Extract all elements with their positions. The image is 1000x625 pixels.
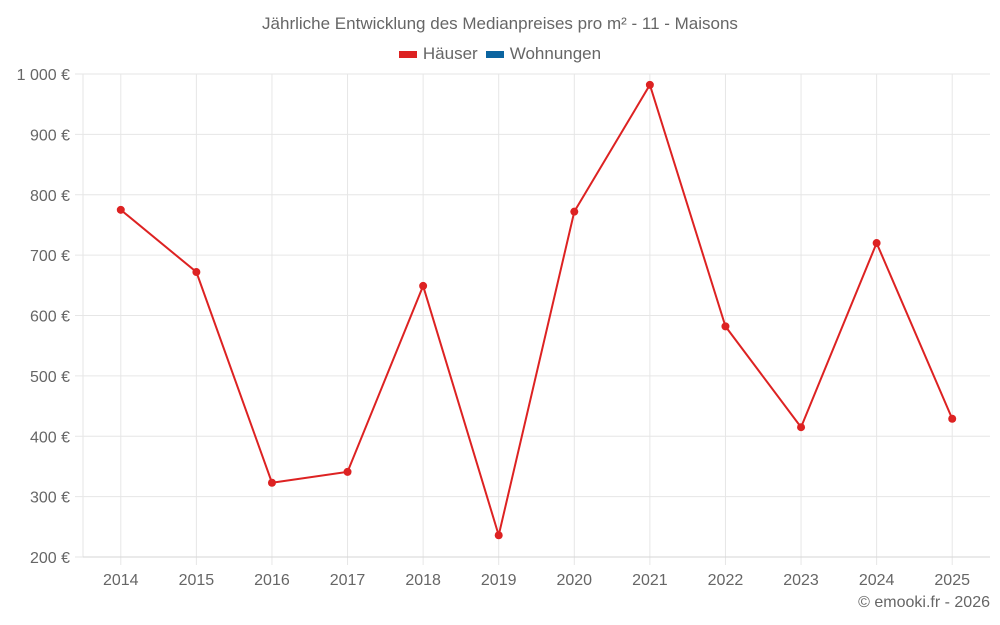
data-point[interactable]: [419, 281, 428, 290]
y-tick-label: 900 €: [30, 127, 70, 144]
x-tick-label: 2023: [783, 572, 819, 589]
x-tick-label: 2020: [556, 572, 592, 589]
legend-swatch-apartments: [485, 50, 504, 58]
data-point[interactable]: [494, 531, 503, 540]
data-point[interactable]: [721, 322, 730, 331]
y-tick-label: 700 €: [30, 248, 70, 265]
legend: Häuser Wohnungen: [0, 44, 1000, 64]
legend-label-houses: Häuser: [422, 44, 478, 63]
x-tick-label: 2024: [859, 572, 895, 589]
y-tick-label: 500 €: [30, 369, 70, 386]
chart-title: Jährliche Entwicklung des Medianpreises …: [262, 14, 738, 33]
y-tick-label: 200 €: [30, 550, 70, 567]
y-tick-label: 400 €: [30, 429, 70, 446]
y-tick-label: 1 000 €: [17, 67, 70, 84]
x-tick-label: 2018: [405, 572, 441, 589]
x-tick-label: 2021: [632, 572, 668, 589]
data-point[interactable]: [192, 268, 201, 277]
y-tick-label: 300 €: [30, 490, 70, 507]
data-point[interactable]: [645, 80, 654, 89]
y-tick-label: 600 €: [30, 309, 70, 326]
x-tick-label: 2025: [934, 572, 970, 589]
data-point[interactable]: [797, 423, 806, 432]
x-tick-label: 2017: [330, 572, 366, 589]
credit-text: © emooki.fr - 2026: [858, 594, 990, 611]
x-tick-label: 2022: [708, 572, 744, 589]
y-tick-label: 800 €: [30, 188, 70, 205]
series-line: [120, 82, 954, 540]
data-point[interactable]: [267, 478, 276, 487]
data-point[interactable]: [343, 467, 352, 476]
x-tick-label: 2016: [254, 572, 290, 589]
data-point[interactable]: [872, 239, 881, 248]
legend-item-apartments[interactable]: Wohnungen: [485, 44, 602, 64]
data-point[interactable]: [948, 414, 957, 423]
legend-label-apartments: Wohnungen: [509, 44, 602, 63]
x-tick-label: 2015: [179, 572, 215, 589]
legend-item-houses[interactable]: Häuser: [398, 44, 478, 64]
data-point[interactable]: [116, 205, 125, 214]
data-point[interactable]: [570, 207, 579, 216]
legend-swatch-houses: [398, 50, 417, 58]
x-tick-label: 2014: [103, 572, 139, 589]
x-tick-label: 2019: [481, 572, 517, 589]
